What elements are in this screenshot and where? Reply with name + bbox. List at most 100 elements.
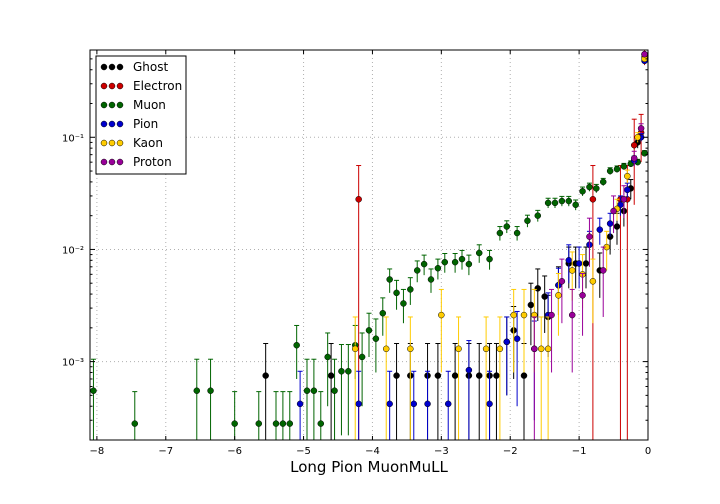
data-point [327,372,335,379]
data-point [558,278,566,285]
data-point [624,172,631,180]
data-point [486,400,493,408]
legend-label: Proton [133,155,172,169]
y-tick-label: 10⁻³ [62,358,84,369]
grid [90,50,648,440]
data-point [465,366,473,374]
data-point [393,289,400,297]
data-point [630,155,638,162]
data-point [207,387,214,394]
data-point [510,311,517,319]
data-point [451,258,459,266]
data-point [358,353,366,361]
data-point [420,260,428,268]
data-point [534,212,542,219]
series-pion [296,57,648,440]
legend-entry-kaon: Kaon [100,136,163,150]
data-point [455,345,462,353]
legend-marker [116,63,124,71]
legend-label: Kaon [133,136,163,150]
data-point [413,267,421,274]
data-point [400,300,407,307]
data-point [296,400,304,408]
legend-marker [100,139,108,147]
plot-frame [89,49,649,441]
legend-marker [100,63,108,71]
data-point [345,368,352,375]
data-point [555,292,562,299]
y-tick-label: 10⁻² [62,245,84,256]
data-point [606,167,614,175]
series-proton [531,50,648,440]
data-point [424,400,431,408]
legend-marker [108,120,116,128]
data-point [372,335,380,342]
data-point [624,186,631,194]
data-point [551,199,559,207]
data-point [524,217,531,225]
legend-marker [108,82,116,90]
data-points [90,49,648,440]
data-point [338,368,345,375]
data-point [599,267,607,274]
legend-entry-pion: Pion [100,117,158,131]
data-point [293,341,300,349]
legend-entry-muon: Muon [100,98,166,112]
legend-label: Muon [133,98,166,112]
data-point [407,286,414,293]
data-point [407,345,414,353]
data-point [482,345,490,353]
x-tick-label: −7 [158,446,173,457]
data-point [434,372,442,379]
data-point [593,185,600,192]
data-point [255,420,263,427]
data-point [410,400,418,408]
data-point [438,311,445,319]
data-point [493,372,500,379]
data-point [496,229,504,237]
data-point [310,387,318,394]
data-point [596,226,604,233]
data-point [520,311,528,319]
legend-marker [108,101,116,109]
legend-marker [108,139,116,147]
data-point [606,220,614,227]
data-point [351,345,359,353]
data-point [541,293,548,300]
x-tick-label: −4 [365,446,380,457]
legend-entry-electron: Electron [100,79,182,93]
series-kaon [351,55,648,440]
legend-marker [116,101,124,109]
data-point [355,196,362,203]
data-point [620,196,628,203]
data-point [537,345,545,353]
data-point [630,141,638,149]
data-point [589,196,597,203]
data-point [579,292,586,299]
legend-marker [116,158,124,166]
data-point [641,150,648,157]
legend-marker [100,101,108,109]
data-point [568,311,576,319]
data-point [444,400,452,408]
data-point [475,372,483,379]
data-point [434,264,442,272]
legend-marker [100,158,108,166]
data-point [572,201,579,209]
data-point [90,387,97,394]
data-point [503,338,511,346]
data-point [303,387,311,394]
data-point [503,223,511,230]
data-point [513,229,521,237]
data-point [586,183,593,191]
x-tick-label: −6 [227,446,242,457]
data-point [441,258,449,266]
legend-marker [100,82,108,90]
legend-label: Ghost [133,60,168,74]
x-tick-label: −2 [503,446,518,457]
data-point [393,372,400,379]
data-point [568,267,576,274]
data-point [382,345,390,353]
x-tick-label: −5 [296,446,311,457]
